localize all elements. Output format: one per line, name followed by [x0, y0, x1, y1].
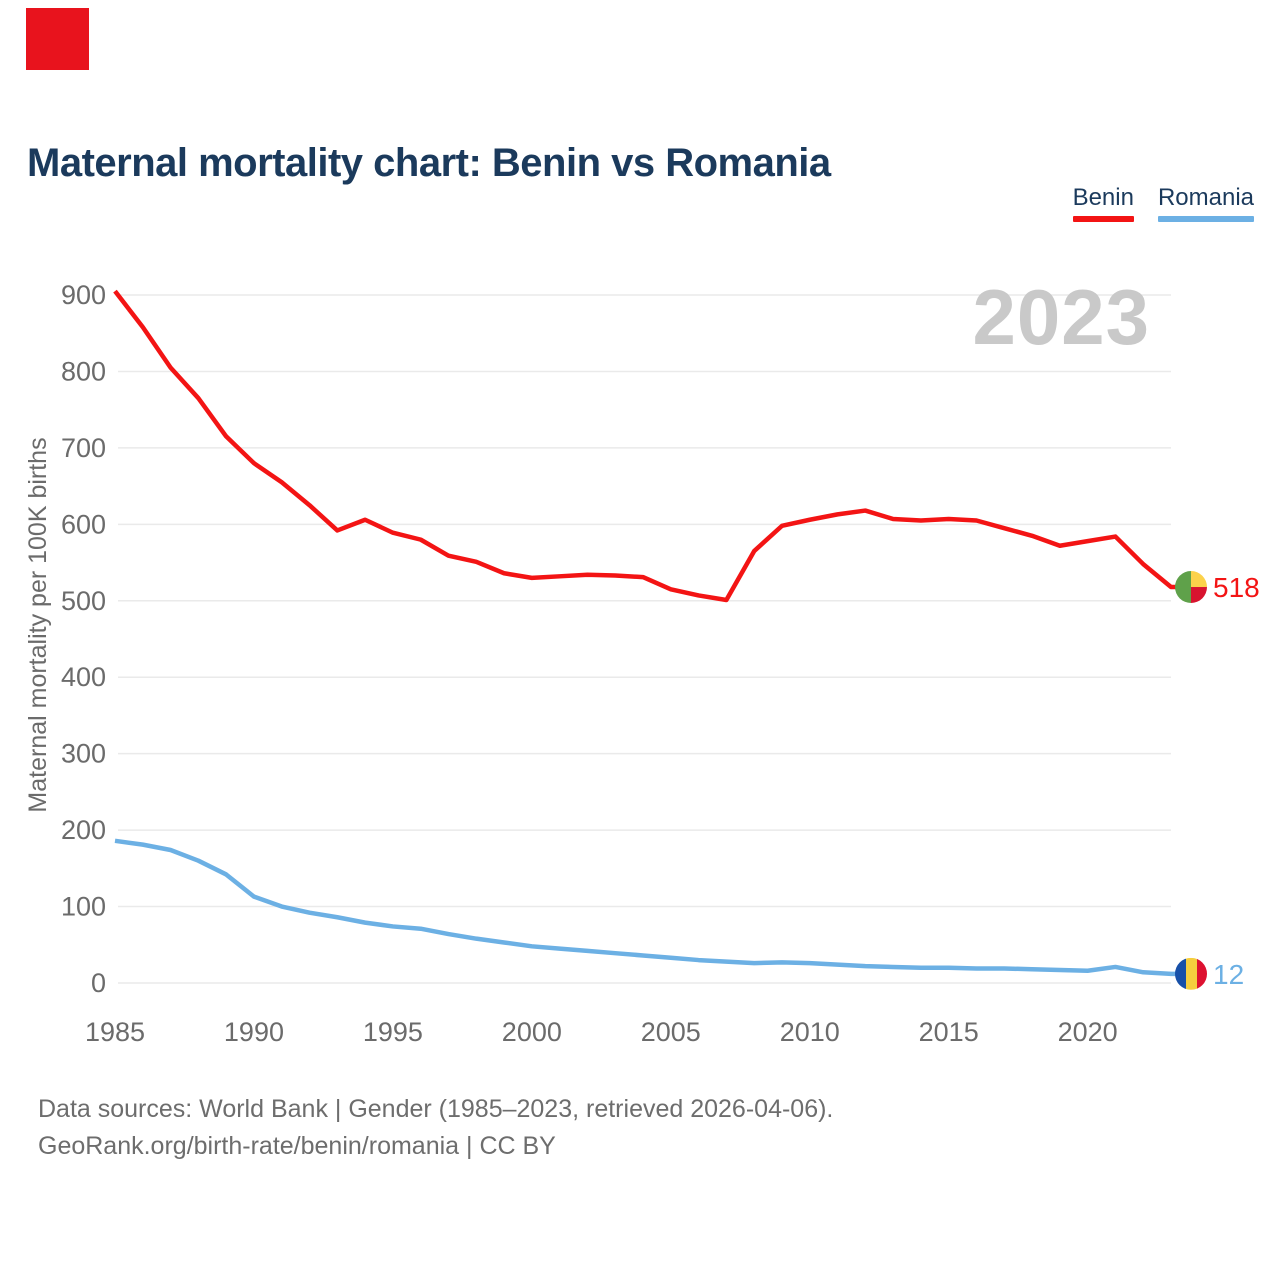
y-tick-label: 500	[61, 586, 106, 616]
x-tick-label: 2000	[502, 1017, 562, 1047]
y-tick-label: 100	[61, 892, 106, 922]
x-tick-label: 2005	[641, 1017, 701, 1047]
end-value-romania: 12	[1213, 959, 1244, 990]
x-tick-label: 2010	[780, 1017, 840, 1047]
page-title: Maternal mortality chart: Benin vs Roman…	[27, 140, 831, 185]
legend-item-romania[interactable]: Romania	[1157, 184, 1254, 222]
series-line-romania	[114, 838, 1176, 977]
footer-attribution: GeoRank.org/birth-rate/benin/romania | C…	[38, 1132, 556, 1160]
x-tick-label: 2015	[919, 1017, 979, 1047]
x-tick-label: 1995	[363, 1017, 423, 1047]
series-line-benin	[113, 289, 1176, 603]
legend-underline-romania	[1157, 215, 1254, 222]
brand-mark	[26, 8, 89, 70]
y-tick-label: 600	[61, 509, 106, 539]
legend-underline-benin	[1072, 215, 1134, 222]
romania-flag-icon	[1175, 957, 1207, 990]
y-tick-label: 200	[61, 815, 106, 845]
y-axis-title: Maternal mortality per 100K births	[24, 437, 52, 812]
end-value-benin: 518	[1213, 572, 1260, 603]
legend-item-benin[interactable]: Benin	[1072, 184, 1134, 222]
y-tick-label: 700	[61, 433, 106, 463]
y-tick-label: 400	[61, 662, 106, 692]
watermark-year: 2023	[972, 273, 1150, 361]
x-tick-label: 1990	[224, 1017, 284, 1047]
end-marker-romania: 12	[1175, 957, 1244, 990]
footer: Data sources: World Bank | Gender (1985–…	[38, 1091, 833, 1165]
legend-label-romania: Romania	[1157, 184, 1254, 211]
end-marker-benin: 518	[1175, 571, 1260, 604]
y-tick-label: 300	[61, 739, 106, 769]
x-tick-label: 2020	[1058, 1017, 1118, 1047]
x-tick-label: 1985	[85, 1017, 145, 1047]
y-tick-label: 0	[91, 968, 106, 998]
footer-sources: Data sources: World Bank | Gender (1985–…	[38, 1095, 834, 1123]
benin-flag-icon	[1175, 571, 1207, 604]
y-tick-label: 900	[61, 280, 106, 310]
legend: Benin Romania	[1072, 184, 1254, 222]
y-tick-label: 800	[61, 356, 106, 386]
legend-label-benin: Benin	[1072, 184, 1134, 211]
